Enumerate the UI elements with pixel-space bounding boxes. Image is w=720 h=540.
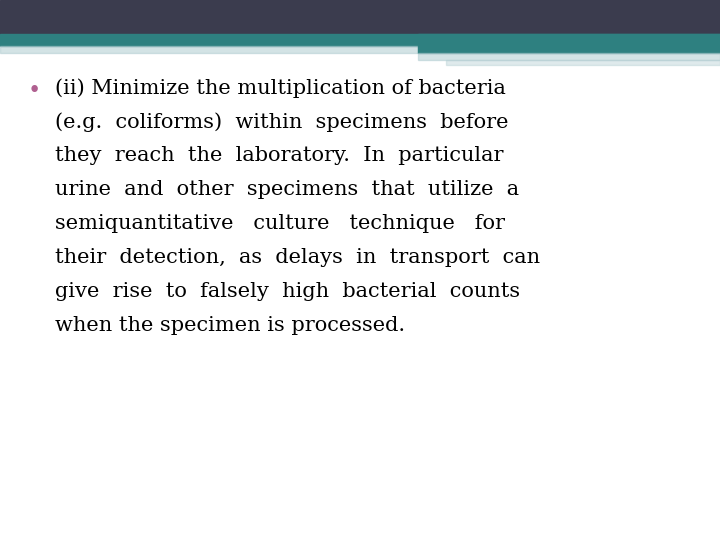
Text: their  detection,  as  delays  in  transport  can: their detection, as delays in transport … <box>55 248 540 267</box>
Text: semiquantitative   culture   technique   for: semiquantitative culture technique for <box>55 214 505 233</box>
Text: they  reach  the  laboratory.  In  particular: they reach the laboratory. In particular <box>55 146 503 165</box>
Text: give  rise  to  falsely  high  bacterial  counts: give rise to falsely high bacterial coun… <box>55 282 520 301</box>
Bar <box>0 34 720 46</box>
Text: •: • <box>28 80 41 102</box>
Text: (e.g.  coliforms)  within  specimens  before: (e.g. coliforms) within specimens before <box>55 112 508 132</box>
Text: (ii) Minimize the multiplication of bacteria: (ii) Minimize the multiplication of bact… <box>55 78 506 98</box>
Bar <box>446 60 720 65</box>
Bar <box>418 34 720 53</box>
Bar <box>0 46 418 53</box>
Text: when the specimen is processed.: when the specimen is processed. <box>55 316 405 335</box>
Bar <box>418 53 720 60</box>
Text: urine  and  other  specimens  that  utilize  a: urine and other specimens that utilize a <box>55 180 519 199</box>
Bar <box>0 0 720 34</box>
